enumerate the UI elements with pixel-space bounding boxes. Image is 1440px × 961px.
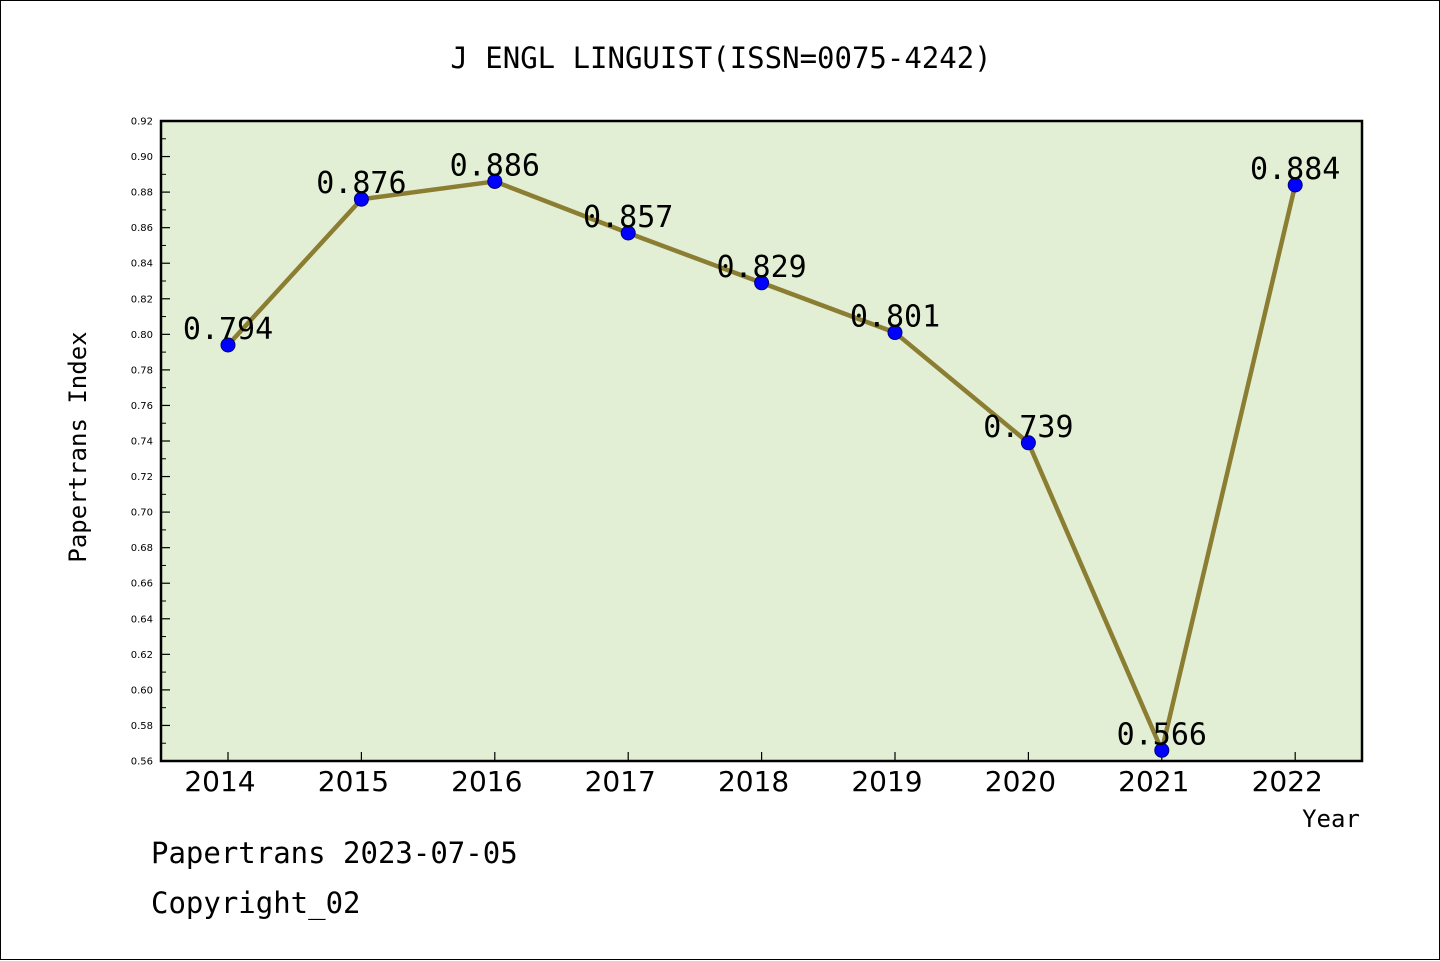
y-tick-label-5: 0.66 (131, 579, 153, 590)
x-tick-label-2022: 2022 (1252, 765, 1323, 798)
y-tick-label-3: 0.62 (131, 650, 153, 661)
data-label-2021: 0.566 (1117, 717, 1207, 752)
data-label-2018: 0.829 (716, 250, 806, 285)
y-tick-label-1: 0.58 (131, 721, 153, 732)
x-tick-label-2017: 2017 (585, 765, 656, 798)
plot-area (159, 119, 1364, 763)
x-tick-label-2020: 2020 (985, 765, 1056, 798)
series-papertrans-index (220, 173, 1303, 758)
data-label-2022: 0.884 (1250, 152, 1340, 187)
data-label-2014: 0.794 (183, 312, 273, 347)
y-tick-label-9: 0.74 (131, 437, 153, 448)
data-point-2016 (487, 173, 503, 189)
data-point-2014 (220, 337, 236, 353)
chart-title: J ENGL LINGUIST(ISSN=0075-4242) (450, 41, 991, 75)
y-tick-label-10: 0.76 (131, 401, 153, 412)
y-axis-title: Papertrans Index (64, 331, 92, 562)
data-label-2020: 0.739 (983, 410, 1073, 445)
footer-date: Papertrans 2023-07-05 (151, 836, 518, 870)
y-tick-label-17: 0.90 (131, 152, 153, 163)
data-point-2020 (1020, 435, 1036, 451)
data-point-2019 (887, 325, 903, 341)
y-tick-label-4: 0.64 (131, 614, 153, 625)
x-tick-label-2019: 2019 (851, 765, 922, 798)
x-tick-label-2016: 2016 (451, 765, 522, 798)
y-tick-label-14: 0.84 (131, 259, 153, 270)
y-tick-label-16: 0.88 (131, 188, 153, 199)
y-tick-label-6: 0.68 (131, 543, 153, 554)
data-label-2017: 0.857 (583, 200, 673, 235)
data-point-2022 (1287, 177, 1303, 193)
data-labels: 0.794 0.876 0.886 0.857 0.829 0.801 0.739 0.566… (183, 148, 1341, 752)
x-tick-label-2021: 2021 (1118, 765, 1189, 798)
y-tick-label-0: 0.56 (131, 757, 153, 768)
data-point-2021 (1154, 742, 1170, 758)
data-point-2017 (620, 225, 636, 241)
x-axis-title: Year (1302, 805, 1360, 833)
y-tick-label-15: 0.86 (131, 223, 153, 234)
x-tick-label-2014: 2014 (184, 765, 255, 798)
y-axis: 0.56 0.58 0.60 0.62 0.64 0.66 0.68 0.70 0.72 0.74… (131, 117, 170, 768)
y-tick-label-13: 0.82 (131, 294, 153, 305)
data-label-2015: 0.876 (316, 166, 406, 201)
data-point-2015 (353, 191, 369, 207)
y-tick-label-8: 0.72 (131, 472, 153, 483)
y-tick-label-12: 0.80 (131, 330, 153, 341)
y-tick-label-7: 0.70 (131, 508, 153, 519)
data-label-2019: 0.801 (850, 300, 940, 335)
data-label-2016: 0.886 (450, 148, 540, 183)
y-tick-label-18: 0.92 (131, 117, 153, 128)
y-tick-label-11: 0.78 (131, 365, 153, 376)
y-tick-label-2: 0.60 (131, 685, 153, 696)
x-tick-label-2015: 2015 (318, 765, 389, 798)
footer-copyright: Copyright_02 (151, 886, 361, 920)
x-tick-label-2018: 2018 (718, 765, 789, 798)
x-axis: 2014 2015 2016 2017 2018 2019 2020 2021 2022 (184, 752, 1323, 798)
data-point-2018 (754, 275, 770, 291)
